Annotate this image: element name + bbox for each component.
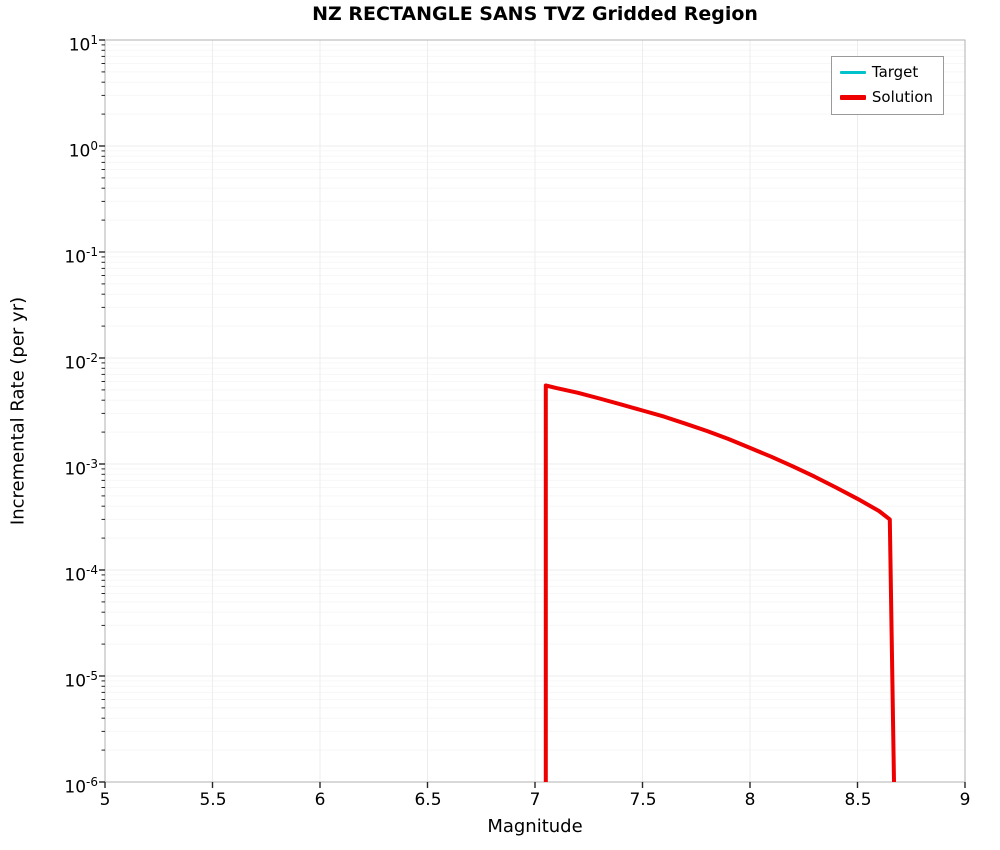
legend: Target Solution	[830, 56, 944, 115]
solution-line	[543, 383, 896, 783]
y-axis-label: Incremental Rate (per yr)	[7, 296, 29, 526]
x-tick-label: 6.5	[414, 790, 442, 810]
x-tick-label: 5.5	[199, 790, 227, 810]
y-tick-label: 101	[68, 33, 98, 56]
solution-line-swatch	[839, 94, 866, 100]
x-axis-label: Magnitude	[487, 816, 583, 837]
y-tick-label: 10-1	[64, 245, 98, 268]
legend-label-solution: Solution	[871, 88, 933, 106]
legend-label-target: Target	[871, 63, 919, 81]
y-tick-label: 10-4	[64, 563, 98, 586]
x-tick-label: 6	[314, 790, 326, 810]
x-tick-label: 5	[99, 790, 111, 810]
x-tick-label: 8.5	[844, 790, 872, 810]
x-tick-label: 7.5	[629, 790, 657, 810]
chart-title: NZ RECTANGLE SANS TVZ Gridded Region	[312, 3, 758, 25]
y-tick-label: 10-6	[64, 775, 98, 798]
legend-item-solution: Solution	[839, 88, 933, 106]
legend-item-target: Target	[839, 63, 933, 81]
target-line-swatch	[839, 70, 866, 74]
y-tick-label: 100	[68, 139, 98, 162]
x-tick-label: 8	[744, 790, 756, 810]
x-tick-label: 9	[959, 790, 971, 810]
target-line	[544, 384, 896, 783]
x-tick-label: 7	[529, 790, 541, 810]
y-tick-label: 10-5	[64, 669, 98, 692]
y-tick-label: 10-2	[64, 351, 98, 374]
y-tick-label: 10-3	[64, 457, 98, 480]
